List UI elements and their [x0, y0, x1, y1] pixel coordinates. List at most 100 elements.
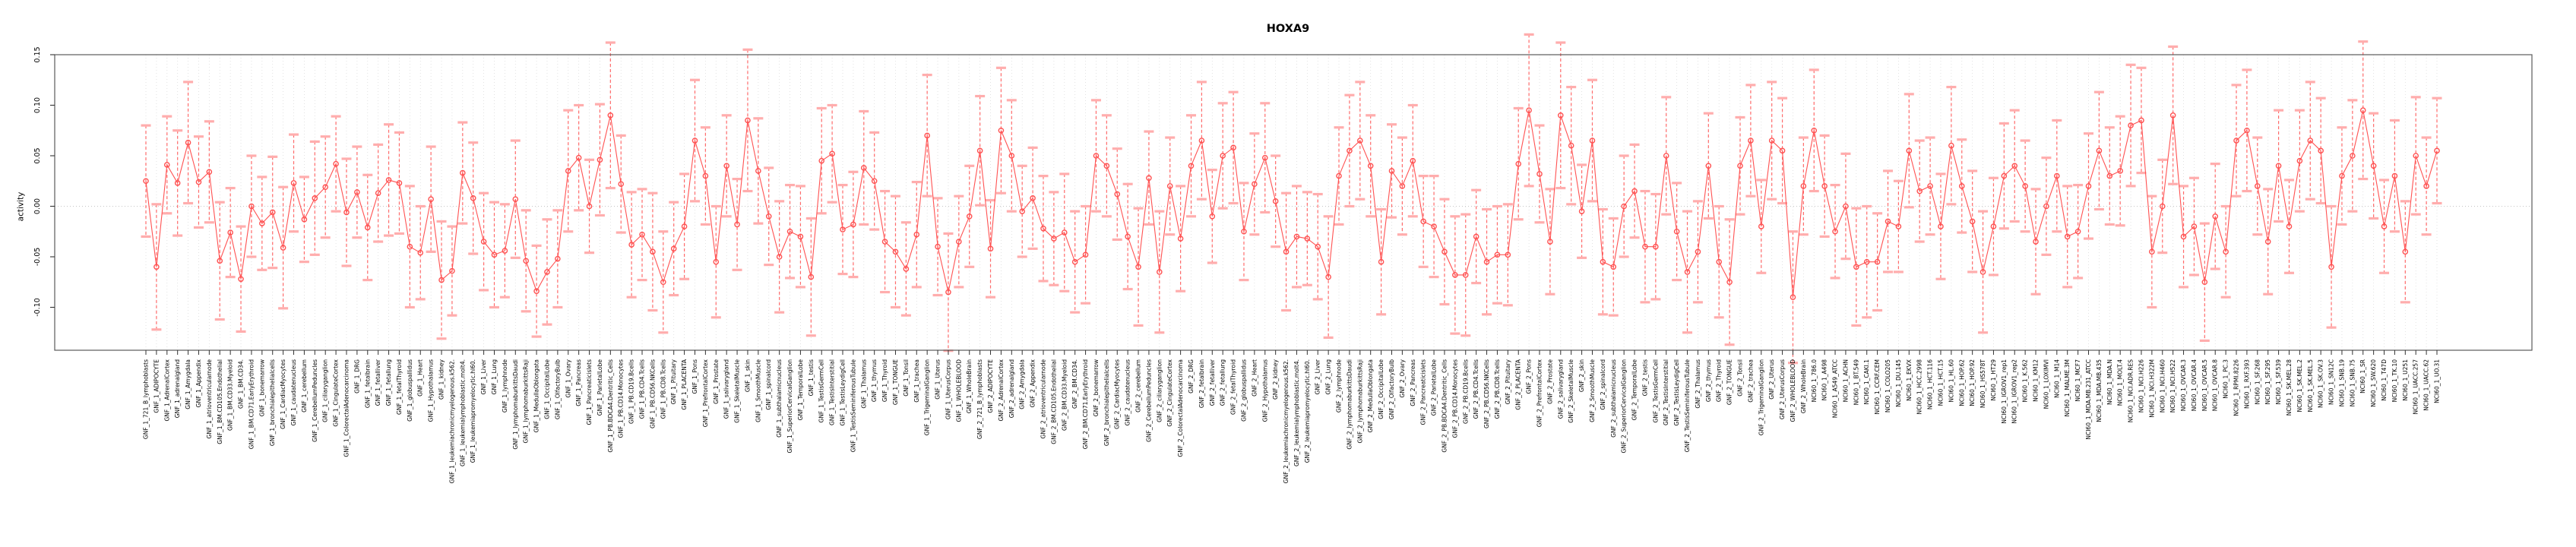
- x-tick-label: GNF_1_OlfactoryBulb: [554, 359, 561, 419]
- data-point: [1040, 225, 1046, 232]
- data-point: [2180, 233, 2187, 240]
- x-tick-label: GNF_1_BM.CD33.Myeloid: [227, 359, 234, 431]
- data-point: [502, 248, 508, 254]
- data-point: [280, 245, 286, 251]
- x-tick-label: GNF_1_Tonsil: [903, 359, 910, 397]
- data-point: [1621, 203, 1627, 210]
- data-point: [713, 258, 720, 265]
- data-point: [163, 162, 170, 168]
- x-tick-label: GNF_1_lymphomaburkittsRaji: [523, 359, 530, 443]
- data-point: [1768, 138, 1775, 144]
- data-point: [1367, 163, 1374, 169]
- data-point: [1695, 248, 1701, 255]
- data-point: [1536, 171, 1543, 177]
- data-point: [438, 277, 445, 283]
- x-tick-label: GNF_1_caudatenucleus: [290, 359, 297, 425]
- data-point: [248, 203, 255, 210]
- x-tick-label: GNF_1_CardiacMyocytes: [280, 359, 286, 429]
- x-tick-label: GNF_1_SmoothMuscle: [755, 359, 761, 422]
- x-tick-label: GNF_2_WholeBrain: [1800, 359, 1807, 413]
- x-tick-label: GNF_1_OccipitalLobe: [543, 359, 550, 419]
- x-tick-label: GNF_2_ColorectalAdenocarcinoma: [1177, 359, 1184, 457]
- data-point: [1758, 223, 1764, 229]
- y-tick-label: -0.10: [33, 298, 42, 317]
- data-point: [1241, 228, 1247, 235]
- x-tick-label: GNF_1_CingulateCortex: [333, 359, 340, 426]
- data-point: [1653, 243, 1659, 250]
- x-tick-label: GNF_2_TrigeminalGanglion: [1758, 359, 1764, 436]
- x-tick-label: NCI60_1_IGROV1_rep1: [2001, 359, 2008, 424]
- x-tick-label: GNF_2_subthalamicnucleus: [1610, 359, 1617, 438]
- data-point: [2350, 153, 2356, 159]
- x-tick-label: GNF_2_UterusCorpus: [1779, 359, 1786, 419]
- x-tick-label: GNF_2_testis: [1641, 359, 1648, 396]
- data-point: [1473, 233, 1479, 240]
- x-tick-label: GNF_1_leukemiapromyelocytic.hl60.: [470, 359, 476, 463]
- x-tick-label: NCI60_1_MALME.3M: [2064, 359, 2071, 417]
- x-tick-label: NCI60_1_M14: [2053, 359, 2060, 398]
- x-tick-label: GNF_1_fetalbrain: [364, 359, 371, 408]
- data-point: [2054, 172, 2060, 179]
- data-point: [1885, 218, 1891, 225]
- data-point: [2391, 172, 2398, 179]
- x-tick-label: GNF_2_Ovary: [1399, 359, 1406, 397]
- data-point: [935, 243, 941, 250]
- x-tick-label: GNF_1_ColorectalAdenocarcinoma: [343, 359, 350, 457]
- data-point: [2286, 223, 2293, 229]
- data-point: [396, 180, 403, 186]
- data-point: [1071, 258, 1078, 265]
- data-point: [1336, 172, 1342, 179]
- data-point: [1019, 208, 1026, 214]
- data-point: [586, 203, 593, 210]
- data-point: [2233, 138, 2239, 144]
- data-point: [755, 168, 761, 174]
- x-tick-label: GNF_1_PB.CD8.Tcells: [660, 359, 666, 419]
- data-point: [2307, 138, 2314, 144]
- data-point: [1969, 218, 1976, 225]
- x-tick-label: GNF_2_PLACENTA: [1515, 359, 1522, 409]
- data-point: [723, 163, 729, 169]
- x-tick-label: GNF_1_ParietalLobe: [597, 359, 603, 416]
- x-tick-label: GNF_1_spinalcord: [765, 359, 772, 410]
- x-tick-label: GNF_2_caudatenucleus: [1125, 359, 1131, 425]
- y-tick-label: 0.00: [33, 198, 42, 214]
- x-tick-label: GNF_2_leukemialymphoblastic.molt4.: [1293, 359, 1300, 466]
- x-tick-label: GNF_1_BM.CD34.: [238, 359, 245, 409]
- x-tick-label: GNF_2_OlfactoryBulb: [1388, 359, 1395, 419]
- data-point: [2275, 163, 2282, 169]
- data-point: [407, 243, 413, 250]
- data-point: [1737, 163, 1743, 169]
- data-point: [745, 117, 751, 124]
- x-tick-label: GNF_2_SkeletalMuscle: [1568, 359, 1574, 423]
- x-tick-label: GNF_2_Appendix: [1030, 359, 1036, 407]
- x-tick-label: NCI60_1_OVCAR.5: [2201, 359, 2208, 411]
- data-point: [1093, 153, 1100, 159]
- x-tick-label: NCI60_1_A549_ATCC: [1832, 359, 1839, 418]
- x-tick-label: NCI60_1_COLO205: [1885, 359, 1891, 413]
- x-tick-label: NCI60_1_NCI.H522: [2169, 359, 2176, 413]
- data-point: [860, 165, 867, 171]
- x-tick-label: GNF_2_Hypothalamus: [1261, 359, 1268, 422]
- x-tick-label: NCI60_1_LOXIMVI: [2043, 359, 2049, 409]
- data-point: [1494, 251, 1501, 258]
- x-tick-label: GNF_2_CardiacMyocytes: [1114, 359, 1121, 429]
- data-point: [1874, 258, 1881, 265]
- data-point: [1673, 228, 1680, 235]
- data-point: [1832, 228, 1838, 235]
- data-point: [797, 233, 804, 240]
- x-tick-label: GNF_2_BM.CD71.EarlyErythroid: [1082, 359, 1089, 449]
- x-tick-label: NCI60_1_HCC.2998: [1916, 359, 1923, 415]
- data-point: [1230, 144, 1236, 151]
- x-tick-label: GNF_1_BM.CD71.EarlyErythroid: [248, 359, 255, 449]
- data-point: [2074, 228, 2081, 235]
- x-tick-label: GNF_1_DRG: [353, 359, 360, 394]
- data-point: [1114, 191, 1121, 198]
- data-point: [1705, 163, 1712, 169]
- x-tick-label: NCI60_1_UACC.257: [2413, 359, 2419, 415]
- x-tick-label: GNF_2_adrenalgland: [1008, 359, 1015, 419]
- x-tick-label: GNF_2_Liver: [1315, 359, 1321, 394]
- x-tick-label: GNF_2_skin: [1578, 359, 1585, 392]
- x-tick-label: GNF_2_Lung: [1325, 359, 1332, 395]
- x-tick-label: GNF_1_WholeBrain: [966, 359, 973, 413]
